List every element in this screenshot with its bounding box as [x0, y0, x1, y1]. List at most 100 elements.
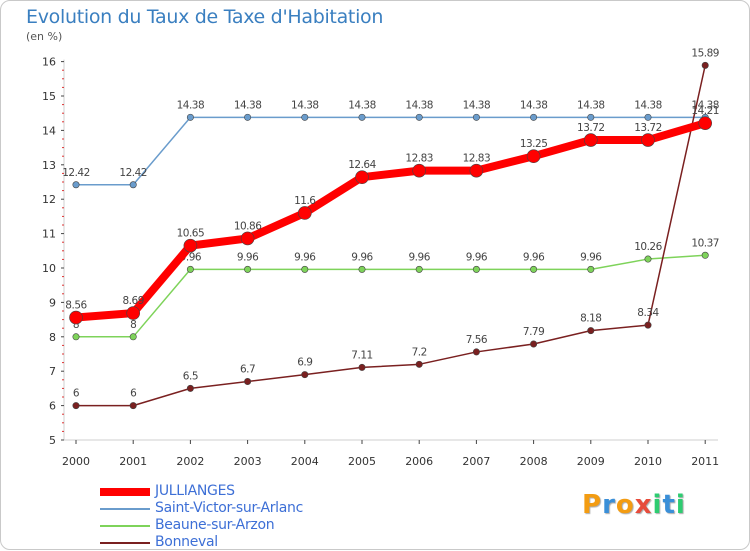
data-point — [244, 113, 252, 121]
data-point — [472, 348, 480, 356]
data-point — [701, 61, 709, 69]
data-label: 12.42 — [119, 167, 147, 179]
data-label: 12.64 — [348, 159, 376, 171]
series-0: 8.56 8.69 10.65 10.86 11.6 12.64 12.83 12.83 13.… — [65, 105, 719, 325]
data-point — [587, 265, 595, 273]
data-point — [358, 113, 366, 121]
data-point — [530, 340, 538, 348]
y-tick-label: 16 — [42, 56, 56, 69]
data-point — [472, 265, 480, 273]
data-point — [644, 321, 652, 329]
data-label: 9.96 — [237, 251, 259, 263]
x-tick-label: 2009 — [577, 455, 605, 468]
data-label: 8.69 — [123, 295, 144, 307]
data-point — [412, 163, 427, 178]
legend-swatch — [100, 542, 150, 544]
data-label: 8.34 — [637, 307, 659, 319]
proxiti-logo: Proxiti — [582, 490, 686, 520]
x-tick-label: 2003 — [234, 455, 262, 468]
legend-label: Beaune-sur-Arzon — [155, 517, 275, 533]
data-point — [358, 265, 366, 273]
data-label: 14.38 — [691, 99, 719, 111]
data-label: 6 — [73, 388, 80, 400]
data-point — [244, 265, 252, 273]
data-point — [358, 363, 366, 371]
data-label: 8 — [73, 319, 79, 331]
y-tick-label: 11 — [42, 228, 56, 241]
x-tick-label: 2005 — [348, 455, 376, 468]
data-label: 7.79 — [523, 326, 544, 338]
data-label: 7.2 — [412, 346, 427, 358]
data-label: 14.38 — [577, 99, 605, 111]
data-label: 12.83 — [463, 153, 491, 165]
data-label: 14.38 — [520, 99, 548, 111]
data-label: 15.89 — [691, 47, 719, 59]
data-label: 6.5 — [183, 370, 198, 382]
series-line — [75, 254, 706, 338]
data-point — [186, 384, 194, 392]
chart-title: Evolution du Taux de Taxe d'Habitation — [26, 6, 384, 28]
data-point — [301, 113, 309, 121]
y-tick-label: 12 — [42, 193, 56, 206]
data-label: 9.96 — [523, 251, 545, 263]
data-point — [587, 113, 595, 121]
data-point — [530, 113, 538, 121]
x-tick-label: 2000 — [62, 455, 90, 468]
data-point — [126, 306, 140, 320]
y-tick-label: 6 — [49, 400, 56, 413]
x-tick-label: 2001 — [119, 455, 147, 468]
legend-label: Bonneval — [155, 534, 218, 550]
data-point — [72, 181, 80, 189]
data-point — [415, 113, 423, 121]
data-label: 10.37 — [691, 237, 719, 249]
data-point — [244, 378, 252, 386]
data-point — [644, 255, 652, 263]
data-label: 9.96 — [580, 251, 602, 263]
data-label: 9.96 — [294, 251, 316, 263]
data-point — [72, 402, 80, 410]
y-tick-label: 8 — [49, 331, 56, 344]
legend-swatch — [100, 508, 150, 510]
data-point — [240, 231, 255, 246]
data-label: 14.38 — [463, 99, 491, 111]
data-point — [301, 371, 309, 379]
y-tick-label: 13 — [42, 159, 56, 172]
data-point — [129, 333, 137, 341]
data-label: 10.86 — [234, 220, 262, 232]
x-tick-label: 2007 — [462, 455, 490, 468]
data-label: 10.26 — [634, 241, 662, 253]
x-tick-label: 2002 — [176, 455, 204, 468]
data-point — [469, 163, 484, 178]
data-point — [641, 133, 655, 147]
data-label: 6 — [130, 388, 137, 400]
data-point — [698, 116, 713, 130]
data-label: 13.72 — [577, 122, 605, 134]
data-point — [355, 170, 369, 184]
data-label: 6.9 — [297, 357, 312, 369]
data-point — [644, 113, 652, 121]
chart-subtitle: (en %) — [26, 30, 63, 43]
data-point — [530, 265, 538, 273]
legend-label: Saint-Victor-sur-Arlanc — [155, 500, 304, 516]
series-line — [75, 64, 706, 407]
data-label: 13.25 — [520, 138, 548, 150]
legend-swatch — [100, 525, 150, 527]
data-label: 7.11 — [351, 349, 372, 361]
x-tick-label: 2004 — [291, 455, 319, 468]
data-label: 14.38 — [405, 99, 433, 111]
data-label: 14.38 — [291, 99, 319, 111]
legend-swatch — [100, 488, 150, 496]
data-label: 8.18 — [580, 313, 601, 325]
data-point — [415, 265, 423, 273]
data-label: 14.38 — [234, 99, 262, 111]
data-label: 8 — [130, 319, 136, 331]
data-point — [301, 265, 309, 273]
x-tick-label: 2011 — [691, 455, 719, 468]
data-point — [583, 133, 598, 147]
data-label: 8.56 — [65, 300, 87, 312]
data-point — [186, 113, 194, 121]
data-point — [472, 113, 480, 121]
y-tick-label: 14 — [42, 124, 56, 137]
